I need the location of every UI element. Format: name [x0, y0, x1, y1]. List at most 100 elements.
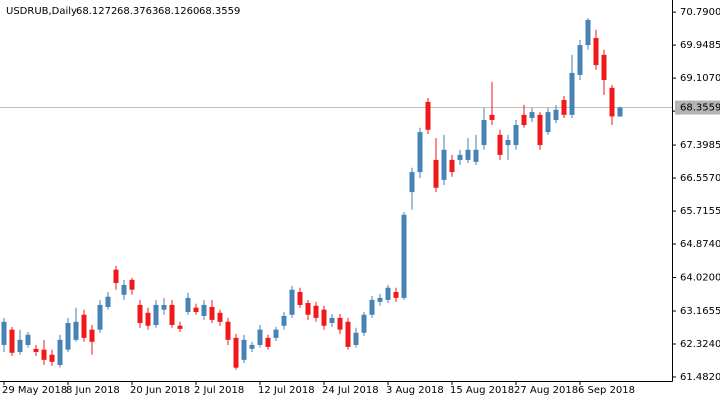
candle-body [337, 317, 343, 330]
candle-body [185, 297, 191, 313]
candle-body [345, 321, 351, 347]
candle-body [601, 54, 607, 80]
y-tick-label: 65.7155 [680, 206, 720, 217]
candle-body [393, 292, 399, 298]
x-tick-label: 27 Aug 2018 [514, 385, 578, 396]
y-tick-label: 61.4820 [680, 372, 720, 383]
x-tick-label: 3 Aug 2018 [386, 385, 444, 396]
candle-body [217, 312, 223, 322]
candle-body [377, 297, 383, 302]
chart-title: USDRUB,Daily [6, 6, 77, 17]
candle-body [313, 305, 319, 318]
candle-body [417, 132, 423, 173]
y-tick-label: 63.1655 [680, 306, 720, 317]
candle-body [57, 339, 63, 365]
y-tick-label: 66.5570 [680, 173, 720, 184]
candle-body [297, 292, 303, 305]
y-tick-label: 69.1070 [680, 73, 720, 84]
candle-body [409, 172, 415, 193]
price-label: 68.3559 [680, 103, 720, 114]
x-tick-label: 20 Jun 2018 [130, 385, 190, 396]
candle-body [321, 309, 327, 326]
candle-body [281, 315, 287, 326]
candle-body [545, 112, 551, 133]
candle-body [105, 296, 111, 307]
candle-body [449, 159, 455, 173]
candle-body [9, 329, 15, 353]
candle-body [161, 304, 167, 310]
candle-body [113, 269, 119, 284]
candle-body [89, 329, 95, 342]
candle-body [97, 304, 103, 330]
candle-body [225, 321, 231, 340]
y-tick-label: 69.9485 [680, 40, 720, 51]
candle-body [513, 125, 519, 146]
ohlc-label: 68.1272 [76, 6, 117, 17]
ohlc-label: 68.3559 [199, 6, 240, 17]
candle-body [289, 289, 295, 315]
x-tick-label: 24 Jul 2018 [322, 385, 379, 396]
candle-body [609, 87, 615, 117]
candle-body [49, 354, 55, 362]
candle-body [369, 299, 375, 315]
candle-body [65, 322, 71, 350]
candle-body [209, 306, 215, 320]
candle-body [489, 114, 495, 120]
candle-body [465, 149, 471, 160]
x-tick-label: 8 Jun 2018 [66, 385, 120, 396]
candle-body [329, 317, 335, 323]
candle-body [145, 312, 151, 326]
candle-body [1, 321, 7, 345]
candle-body [41, 349, 47, 360]
y-tick-label: 64.0200 [680, 273, 720, 284]
candle-body [553, 109, 559, 120]
candle-body [617, 107, 623, 117]
candle-body [561, 99, 567, 115]
x-tick-label: 2 Jul 2018 [194, 385, 244, 396]
ohlc-label: 68.3763 [117, 6, 158, 17]
ohlc-label: 68.1260 [158, 6, 199, 17]
candle-body [169, 304, 175, 325]
candle-body [129, 279, 135, 290]
candle-body [577, 45, 583, 75]
y-tick-label: 64.8740 [680, 239, 720, 250]
candle-body [433, 159, 439, 188]
candle-body [529, 112, 535, 118]
candle-body [177, 325, 183, 329]
candle-body [361, 314, 367, 333]
candle-body [73, 321, 79, 340]
candle-body [257, 329, 263, 345]
candle-body [265, 337, 271, 347]
candle-body [585, 19, 591, 46]
candle-body [249, 344, 255, 349]
candle-body [425, 101, 431, 130]
candle-body [241, 339, 247, 360]
candle-body [473, 149, 479, 162]
candle-body [457, 154, 463, 160]
candle-body [153, 304, 159, 325]
candle-body [81, 314, 87, 338]
candle-body [201, 304, 207, 316]
candle-body [25, 334, 31, 345]
candle-body [193, 307, 199, 313]
y-tick-label: 67.3985 [680, 140, 720, 151]
candle-body [273, 329, 279, 338]
candle-body [305, 302, 311, 315]
candle-body [137, 304, 143, 323]
x-tick-label: 6 Sep 2018 [578, 385, 635, 396]
candle-body [521, 114, 527, 126]
candle-body [593, 38, 599, 66]
y-tick-label: 70.7900 [680, 7, 720, 18]
x-tick-label: 12 Jul 2018 [258, 385, 315, 396]
candle-body [537, 114, 543, 146]
candle-body [497, 134, 503, 155]
candle-body [233, 337, 239, 368]
x-tick-label: 15 Aug 2018 [450, 385, 514, 396]
candle-body [401, 214, 407, 298]
candle-body [17, 339, 23, 352]
candle-body [33, 348, 39, 352]
candle-body [121, 284, 127, 295]
candle-body [385, 287, 391, 300]
